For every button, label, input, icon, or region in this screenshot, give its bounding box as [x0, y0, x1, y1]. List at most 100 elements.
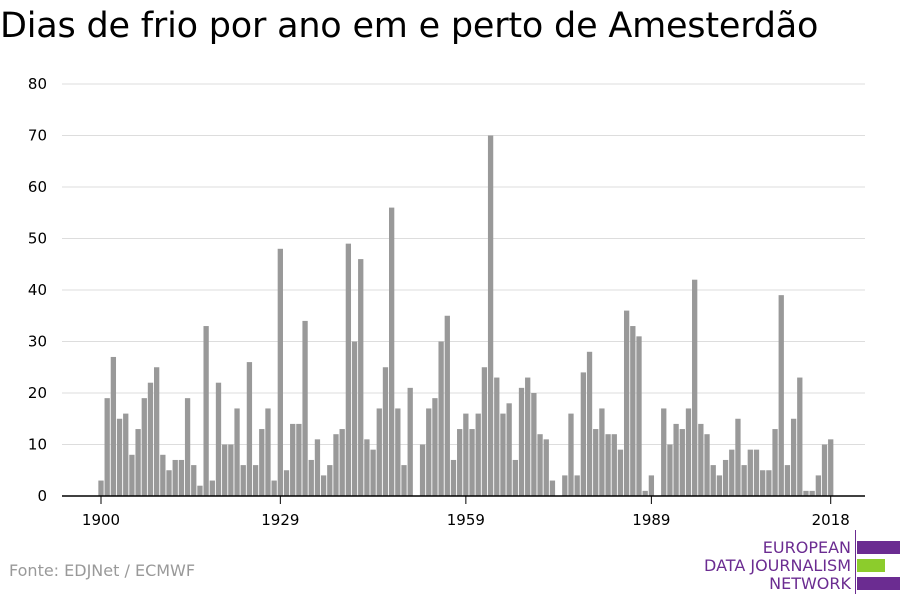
y-tick-label: 20: [28, 384, 47, 402]
bar: [290, 423, 296, 496]
y-tick-label: 80: [28, 75, 47, 93]
bar: [500, 413, 506, 496]
bar: [154, 367, 160, 496]
chart-title: Dias de frio por ano em e perto de Amest…: [0, 6, 819, 46]
bar: [716, 475, 723, 496]
bar: [729, 449, 735, 496]
bar: [518, 387, 525, 496]
bar: [444, 315, 450, 496]
bar: [129, 454, 135, 496]
bar: [246, 362, 253, 496]
bar: [463, 413, 469, 496]
y-axis-ticks: 0 10 20 30 40 50 60 70 80: [28, 75, 47, 505]
bar: [815, 475, 821, 496]
bar: [228, 444, 234, 496]
bar: [828, 439, 834, 496]
bar: [531, 393, 537, 496]
bar: [797, 377, 803, 496]
bar: [667, 444, 673, 496]
bar: [302, 320, 308, 496]
bar: [809, 490, 815, 496]
x-tick-label: 1929: [261, 511, 299, 529]
bar: [562, 475, 568, 496]
bar: [617, 449, 624, 496]
bar: [110, 356, 117, 496]
bar: [320, 475, 327, 496]
bar: [197, 485, 203, 496]
bar: [605, 434, 611, 496]
bar: [747, 449, 753, 496]
logo-text-network: NETWORK: [769, 574, 851, 593]
bar: [382, 367, 389, 496]
bar: [784, 465, 791, 496]
bar: [778, 295, 784, 496]
bar: [215, 382, 222, 496]
bar: [580, 372, 587, 496]
bar: [234, 408, 240, 496]
bar: [525, 377, 531, 496]
bar: [419, 444, 426, 496]
bar: [457, 429, 463, 496]
edjnet-logo: EUROPEAN DATA JOURNALISM NETWORK: [700, 530, 900, 594]
bar: [549, 480, 556, 496]
x-tick-label: 1959: [447, 511, 485, 529]
bar: [623, 310, 630, 496]
bar: [741, 465, 747, 496]
logo-bar-purple-top: [857, 541, 900, 554]
bar: [487, 135, 494, 496]
x-tick-label: 1989: [632, 511, 670, 529]
bar: [630, 326, 636, 496]
bar: [450, 459, 457, 496]
bar: [240, 465, 246, 496]
bar: [123, 413, 129, 496]
bar: [401, 465, 407, 496]
y-tick-label: 10: [28, 436, 47, 454]
bar: [370, 449, 376, 496]
bar: [735, 418, 741, 496]
y-tick-label: 0: [37, 487, 47, 505]
x-tick-label: 1900: [82, 511, 120, 529]
bar: [191, 465, 197, 496]
bars: [98, 135, 834, 496]
bar: [160, 454, 166, 496]
bar: [766, 470, 772, 496]
bar: [432, 398, 438, 496]
logo-text-european: EUROPEAN: [762, 538, 851, 557]
bar: [395, 408, 401, 496]
bar: [543, 439, 549, 496]
gridlines: [62, 83, 865, 445]
bar: [722, 459, 729, 496]
bar: [698, 423, 704, 496]
bar: [469, 429, 475, 496]
x-axis: 1900 1929 1959 1989 2018: [62, 495, 865, 529]
bar: [710, 465, 716, 496]
bar: [259, 429, 265, 496]
y-tick-label: 70: [28, 127, 47, 145]
logo-text-data-journalism: DATA JOURNALISM: [704, 556, 851, 575]
bar: [222, 444, 228, 496]
bar: [166, 470, 172, 496]
bar: [265, 408, 271, 496]
bar: [685, 408, 692, 496]
bar: [345, 243, 352, 496]
bar: [314, 439, 321, 496]
bar: [252, 465, 259, 496]
logo-divider: [855, 530, 856, 594]
bar: [673, 423, 679, 496]
bar: [568, 413, 574, 496]
bar: [135, 429, 141, 496]
y-tick-label: 40: [28, 281, 47, 299]
bar: [753, 449, 760, 496]
bar: [760, 470, 766, 496]
source-note: Fonte: EDJNet / ECMWF: [9, 561, 196, 580]
bar: [475, 413, 481, 496]
bar: [512, 459, 518, 496]
bar: [772, 429, 778, 496]
bar: [642, 490, 648, 496]
bar: [593, 429, 599, 496]
bar: [692, 279, 698, 496]
bar: [599, 408, 605, 496]
bar: [277, 248, 283, 496]
